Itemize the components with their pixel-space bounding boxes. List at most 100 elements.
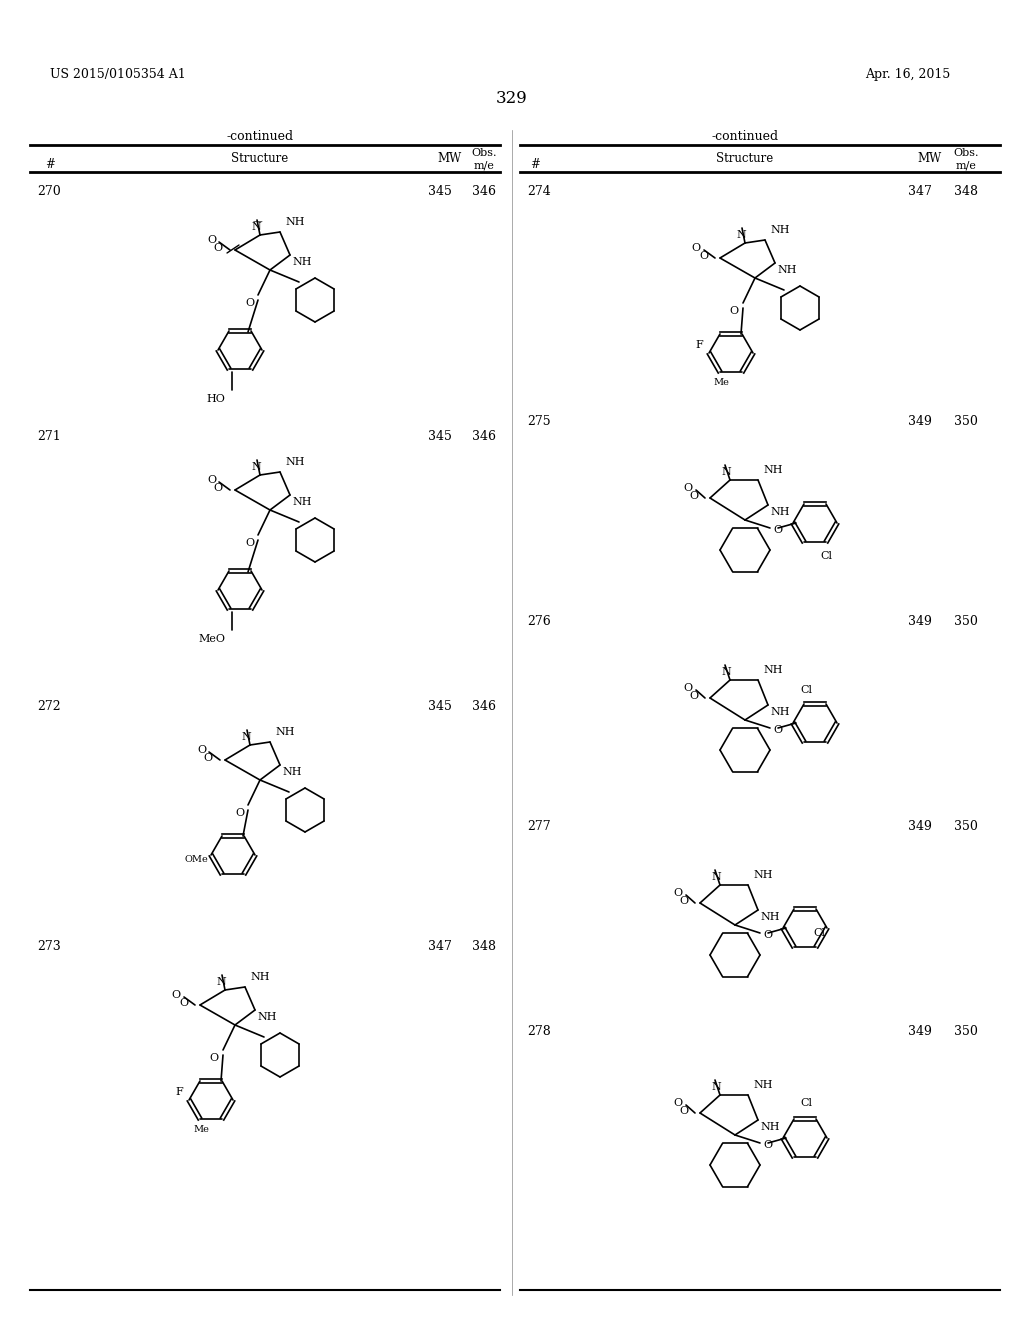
Text: Me: Me: [194, 1125, 209, 1134]
Text: MW: MW: [438, 152, 462, 165]
Text: O: O: [730, 306, 739, 315]
Text: O: O: [245, 539, 254, 548]
Text: NH: NH: [753, 1080, 772, 1090]
Text: O: O: [179, 998, 188, 1008]
Text: 346: 346: [472, 430, 496, 444]
Text: 278: 278: [527, 1026, 551, 1038]
Text: 329: 329: [496, 90, 528, 107]
Text: F: F: [695, 341, 703, 350]
Text: O: O: [245, 298, 254, 308]
Text: O: O: [698, 251, 708, 261]
Text: 350: 350: [954, 615, 978, 628]
Text: O: O: [207, 235, 216, 246]
Text: NH: NH: [292, 257, 311, 267]
Text: O: O: [204, 752, 213, 763]
Text: N: N: [241, 733, 251, 742]
Text: -continued: -continued: [712, 129, 778, 143]
Text: N: N: [251, 462, 261, 473]
Text: O: O: [692, 243, 701, 253]
Text: NH: NH: [285, 457, 304, 467]
Text: O: O: [773, 525, 782, 535]
Text: N: N: [721, 667, 731, 677]
Text: O: O: [234, 808, 244, 818]
Text: 349: 349: [908, 820, 932, 833]
Text: N: N: [251, 222, 261, 232]
Text: m/e: m/e: [473, 160, 495, 170]
Text: NH: NH: [760, 1122, 779, 1133]
Text: O: O: [679, 896, 688, 906]
Text: O: O: [197, 744, 206, 755]
Text: O: O: [689, 491, 698, 502]
Text: O: O: [763, 931, 772, 940]
Text: #: #: [45, 158, 55, 172]
Text: N: N: [721, 467, 731, 477]
Text: NH: NH: [257, 1012, 276, 1022]
Text: NH: NH: [275, 727, 295, 737]
Text: NH: NH: [753, 870, 772, 880]
Text: 350: 350: [954, 414, 978, 428]
Text: F: F: [175, 1086, 183, 1097]
Text: N: N: [216, 977, 226, 987]
Text: Cl: Cl: [820, 550, 831, 561]
Text: NH: NH: [282, 767, 301, 777]
Text: O: O: [172, 990, 181, 1001]
Text: #: #: [530, 158, 540, 172]
Text: NH: NH: [760, 912, 779, 921]
Text: Structure: Structure: [717, 152, 773, 165]
Text: 274: 274: [527, 185, 551, 198]
Text: Cl: Cl: [800, 685, 812, 696]
Text: NH: NH: [250, 972, 269, 982]
Text: Apr. 16, 2015: Apr. 16, 2015: [864, 69, 950, 81]
Text: N: N: [711, 873, 721, 882]
Text: NH: NH: [770, 507, 790, 517]
Text: O: O: [214, 483, 223, 492]
Text: Obs.: Obs.: [953, 148, 979, 158]
Text: O: O: [674, 888, 683, 898]
Text: 347: 347: [908, 185, 932, 198]
Text: MeO: MeO: [198, 634, 225, 644]
Text: 277: 277: [527, 820, 551, 833]
Text: 345: 345: [428, 430, 452, 444]
Text: 350: 350: [954, 1026, 978, 1038]
Text: Obs.: Obs.: [471, 148, 497, 158]
Text: NH: NH: [763, 465, 782, 475]
Text: O: O: [210, 1053, 219, 1063]
Text: O: O: [684, 682, 693, 693]
Text: NH: NH: [777, 265, 797, 275]
Text: 346: 346: [472, 185, 496, 198]
Text: 275: 275: [527, 414, 551, 428]
Text: 347: 347: [428, 940, 452, 953]
Text: HO: HO: [206, 393, 225, 404]
Text: 346: 346: [472, 700, 496, 713]
Text: 350: 350: [954, 820, 978, 833]
Text: 276: 276: [527, 615, 551, 628]
Text: 349: 349: [908, 414, 932, 428]
Text: Cl: Cl: [813, 928, 825, 939]
Text: O: O: [214, 243, 223, 253]
Text: US 2015/0105354 A1: US 2015/0105354 A1: [50, 69, 185, 81]
Text: O: O: [763, 1140, 772, 1150]
Text: -continued: -continued: [226, 129, 294, 143]
Text: O: O: [684, 483, 693, 492]
Text: 348: 348: [954, 185, 978, 198]
Text: 271: 271: [37, 430, 60, 444]
Text: 349: 349: [908, 1026, 932, 1038]
Text: NH: NH: [292, 498, 311, 507]
Text: NH: NH: [770, 224, 790, 235]
Text: m/e: m/e: [955, 160, 977, 170]
Text: Cl: Cl: [800, 1098, 812, 1107]
Text: 270: 270: [37, 185, 60, 198]
Text: N: N: [711, 1082, 721, 1092]
Text: Structure: Structure: [231, 152, 289, 165]
Text: 345: 345: [428, 700, 452, 713]
Text: —: —: [252, 216, 262, 226]
Text: 345: 345: [428, 185, 452, 198]
Text: OMe: OMe: [184, 855, 208, 865]
Text: O: O: [689, 690, 698, 701]
Text: O: O: [207, 475, 216, 484]
Text: NH: NH: [763, 665, 782, 675]
Text: 348: 348: [472, 940, 496, 953]
Text: NH: NH: [285, 216, 304, 227]
Text: Me: Me: [713, 378, 729, 387]
Text: 272: 272: [37, 700, 60, 713]
